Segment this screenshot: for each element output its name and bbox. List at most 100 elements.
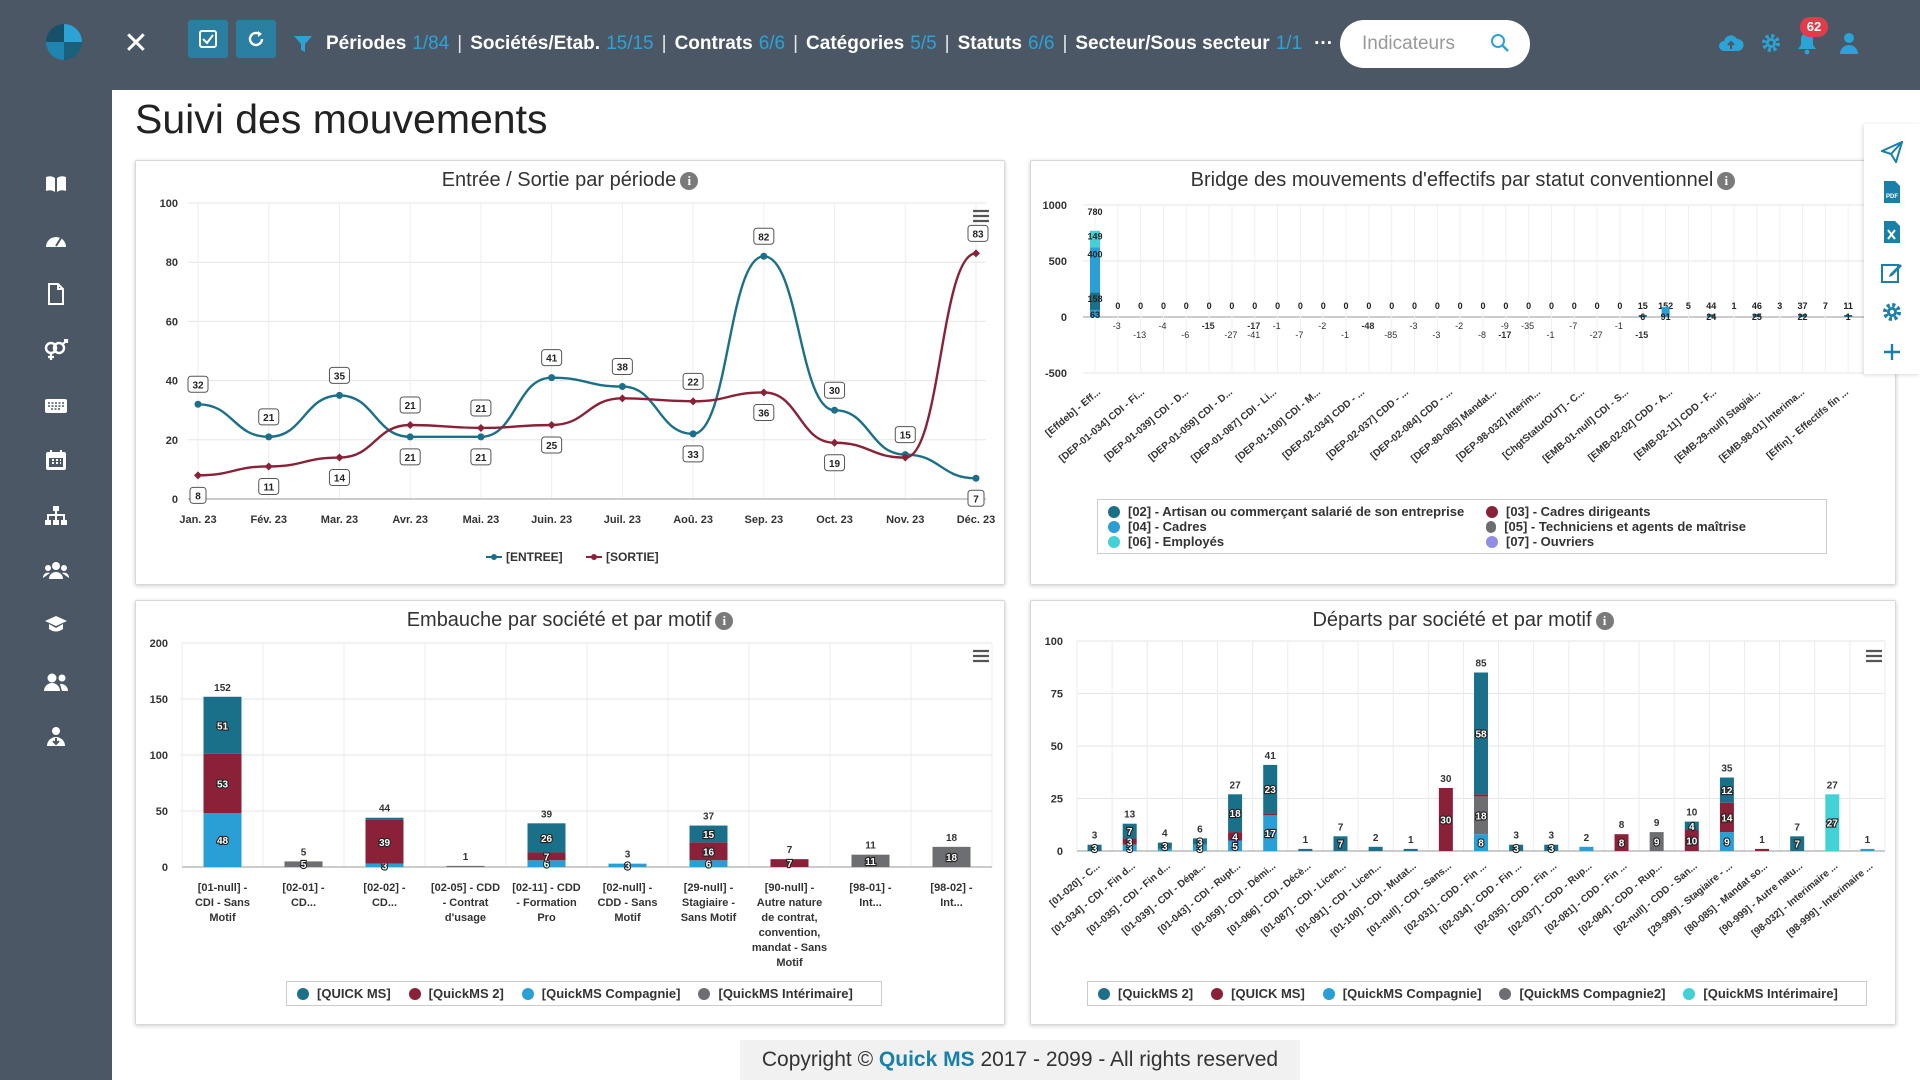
cloud-upload-icon[interactable] (1716, 28, 1746, 58)
bar-total-label: 780 (1087, 207, 1102, 217)
segment-label: 3 (382, 861, 388, 872)
data-label: 7 (973, 494, 979, 505)
info-icon[interactable]: i (1717, 171, 1736, 190)
segment-label: 3 (1092, 844, 1098, 855)
filter-statuts[interactable]: Statuts 6/6 (957, 33, 1055, 54)
excel-export-icon[interactable] (1878, 218, 1906, 246)
bar-neg-label: -7 (1569, 321, 1577, 331)
series-line-1 (197, 252, 977, 477)
stacked-bar-segment (1122, 823, 1137, 839)
x-tick-label: CDI - Sans (195, 897, 250, 909)
stacked-bar-segment (1474, 796, 1488, 835)
legend-item[interactable]: [QuickMS Intérimaire] (1683, 986, 1838, 1001)
team-icon[interactable] (40, 554, 72, 586)
stacked-bar-segment (1122, 844, 1137, 851)
bridge-bar-segment (1090, 292, 1100, 310)
legend-item[interactable]: [QuickMS Compagnie] (1322, 986, 1481, 1001)
filter-contrats[interactable]: Contrats 6/6 (674, 33, 786, 54)
settings-gear-icon[interactable] (1756, 28, 1786, 58)
segment-label: 3 (1548, 844, 1554, 855)
refresh-button[interactable] (236, 20, 276, 58)
legend-label: [QUICK MS] (317, 986, 391, 1001)
stacked-bar-segment (1474, 834, 1488, 851)
legend-label: [02] - Artisan ou commerçant salarié de … (1128, 504, 1465, 519)
legend-item[interactable]: [QUICK MS] (297, 986, 391, 1001)
bar-neg-label: -9 (1501, 321, 1509, 331)
legend-item[interactable]: [QuickMS Compagnie2] (1499, 986, 1665, 1001)
data-label: 21 (475, 453, 487, 464)
graduate-icon[interactable] (40, 610, 72, 642)
segment-label: 12 (1721, 786, 1733, 797)
dashboard-gauge-icon[interactable] (40, 224, 72, 256)
x-tick-label: Motif (209, 912, 236, 924)
legend-item[interactable]: [QUICK MS] (1211, 986, 1305, 1001)
legend-marker (1486, 535, 1498, 548)
users-icon[interactable] (40, 666, 72, 698)
user-download-icon[interactable] (40, 720, 72, 752)
info-icon[interactable]: i (680, 171, 699, 190)
more-filters-button[interactable]: ··· (1314, 33, 1334, 54)
series-point (618, 383, 626, 391)
data-label: 25 (546, 441, 558, 452)
keyboard-icon[interactable] (40, 390, 72, 422)
bridge-bar (1661, 306, 1670, 317)
filter-secteur[interactable]: Secteur/Sous secteur 1/1 (1075, 33, 1303, 54)
edit-icon[interactable] (1878, 258, 1906, 286)
filter-icon[interactable] (292, 33, 314, 55)
legend-item[interactable]: [QuickMS Compagnie] (521, 986, 680, 1001)
x-tick-label: [ChgtStatutOUT] - C... (1501, 387, 1587, 462)
legend-item[interactable]: [05] - Techniciens et agents de maîtrise (1486, 519, 1746, 534)
filter-periodes[interactable]: Périodes 1/84 (326, 33, 450, 54)
bar-neg-label: -1 (1615, 321, 1623, 331)
gender-icon[interactable] (40, 334, 72, 366)
footer-brand-link[interactable]: Quick MS (878, 1048, 975, 1071)
add-icon[interactable] (1878, 338, 1906, 366)
svg-text:PDF: PDF (1886, 194, 1898, 200)
send-icon[interactable] (1878, 138, 1906, 166)
x-tick-label: Déc. 23 (957, 514, 996, 526)
app-logo[interactable] (44, 22, 84, 62)
series-point (689, 430, 697, 438)
stacked-bar-segment (1228, 840, 1243, 851)
legend-item[interactable]: [04] - Cadres (1108, 519, 1468, 534)
data-label-box (399, 448, 421, 466)
segment-label: 3 (1162, 842, 1168, 853)
filter-societes[interactable]: Sociétés/Etab. 15/15 (470, 33, 654, 54)
book-icon[interactable] (40, 168, 72, 200)
stacked-bar-segment (1790, 836, 1805, 851)
legend-label: [05] - Techniciens et agents de maîtrise (1504, 519, 1746, 534)
filter-categories[interactable]: Catégories 5/5 (806, 33, 937, 54)
chart-menu-icon[interactable] (972, 649, 990, 663)
info-icon[interactable]: i (715, 611, 734, 630)
legend-marker (1322, 987, 1335, 1000)
legend-item[interactable]: [03] - Cadres dirigeants (1486, 504, 1746, 519)
settings-gear-icon[interactable] (1878, 298, 1906, 326)
bar-total-label: 35 (1721, 764, 1733, 775)
close-icon[interactable]: ✕ (123, 27, 149, 60)
y-tick-label: 75 (1051, 689, 1063, 701)
validate-button[interactable] (188, 20, 228, 58)
y-tick-label: 0 (1061, 312, 1067, 324)
data-label: 30 (829, 386, 841, 397)
notifications-bell-icon[interactable] (1792, 28, 1822, 58)
user-profile-icon[interactable] (1834, 28, 1864, 58)
legend-label: [SORTIE] (606, 550, 659, 564)
legend-item[interactable]: [02] - Artisan ou commerçant salarié de … (1108, 504, 1468, 519)
chart-menu-icon[interactable] (972, 209, 990, 223)
chart-menu-icon[interactable] (1865, 649, 1883, 663)
org-chart-icon[interactable] (40, 500, 72, 532)
legend-item[interactable]: [QuickMS 2] (1098, 986, 1193, 1001)
document-icon[interactable] (40, 278, 72, 310)
search-input[interactable]: Indicateurs (1340, 20, 1530, 68)
bar-total-label: 37 (703, 812, 715, 823)
legend-item[interactable]: [06] - Employés (1108, 534, 1468, 549)
info-icon[interactable]: i (1595, 611, 1614, 630)
data-label: 11 (263, 482, 274, 493)
search-icon[interactable] (1490, 33, 1510, 53)
y-tick-label: 80 (166, 257, 178, 269)
calendar-icon[interactable] (40, 444, 72, 476)
legend-item[interactable]: [07] - Ouvriers (1486, 534, 1746, 549)
legend-item[interactable]: [QuickMS 2] (408, 986, 504, 1001)
pdf-export-icon[interactable]: PDF (1878, 178, 1906, 206)
legend-item[interactable]: [QuickMS Intérimaire] (698, 986, 853, 1001)
